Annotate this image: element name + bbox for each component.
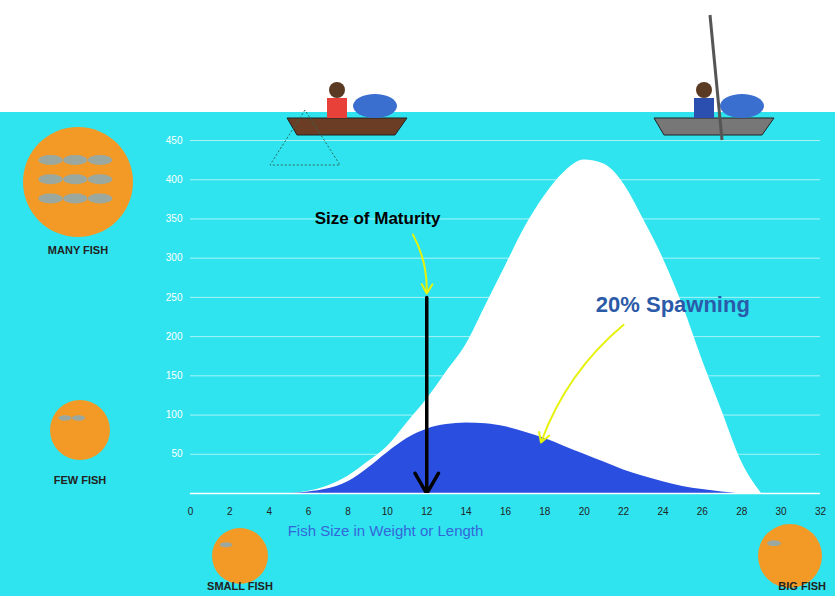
svg-text:16: 16 <box>500 506 512 517</box>
svg-text:22: 22 <box>618 506 630 517</box>
svg-text:26: 26 <box>697 506 709 517</box>
svg-text:400: 400 <box>166 174 183 185</box>
svg-text:24: 24 <box>657 506 669 517</box>
svg-text:BIG FISH: BIG FISH <box>778 580 826 592</box>
svg-text:50: 50 <box>171 448 183 459</box>
svg-text:300: 300 <box>166 252 183 263</box>
svg-text:6: 6 <box>306 506 312 517</box>
svg-text:32: 32 <box>815 506 827 517</box>
svg-text:100: 100 <box>166 409 183 420</box>
svg-text:200: 200 <box>166 331 183 342</box>
svg-text:28: 28 <box>736 506 748 517</box>
svg-text:20: 20 <box>579 506 591 517</box>
svg-text:150: 150 <box>166 370 183 381</box>
svg-text:250: 250 <box>166 292 183 303</box>
svg-text:FEW FISH: FEW FISH <box>54 474 107 486</box>
svg-text:450: 450 <box>166 135 183 146</box>
svg-text:350: 350 <box>166 213 183 224</box>
svg-text:10: 10 <box>382 506 394 517</box>
svg-text:12: 12 <box>421 506 433 517</box>
svg-text:Size of Maturity: Size of Maturity <box>315 209 441 228</box>
svg-text:Fish Size in Weight or Length: Fish Size in Weight or Length <box>288 522 484 539</box>
svg-text:8: 8 <box>345 506 351 517</box>
svg-text:SMALL FISH: SMALL FISH <box>207 580 273 592</box>
svg-text:2: 2 <box>227 506 233 517</box>
svg-text:14: 14 <box>461 506 473 517</box>
svg-text:20% Spawning: 20% Spawning <box>596 292 750 317</box>
svg-text:MANY FISH: MANY FISH <box>48 244 108 256</box>
svg-text:18: 18 <box>539 506 551 517</box>
svg-text:4: 4 <box>266 506 272 517</box>
svg-text:0: 0 <box>188 506 194 517</box>
svg-text:30: 30 <box>776 506 788 517</box>
